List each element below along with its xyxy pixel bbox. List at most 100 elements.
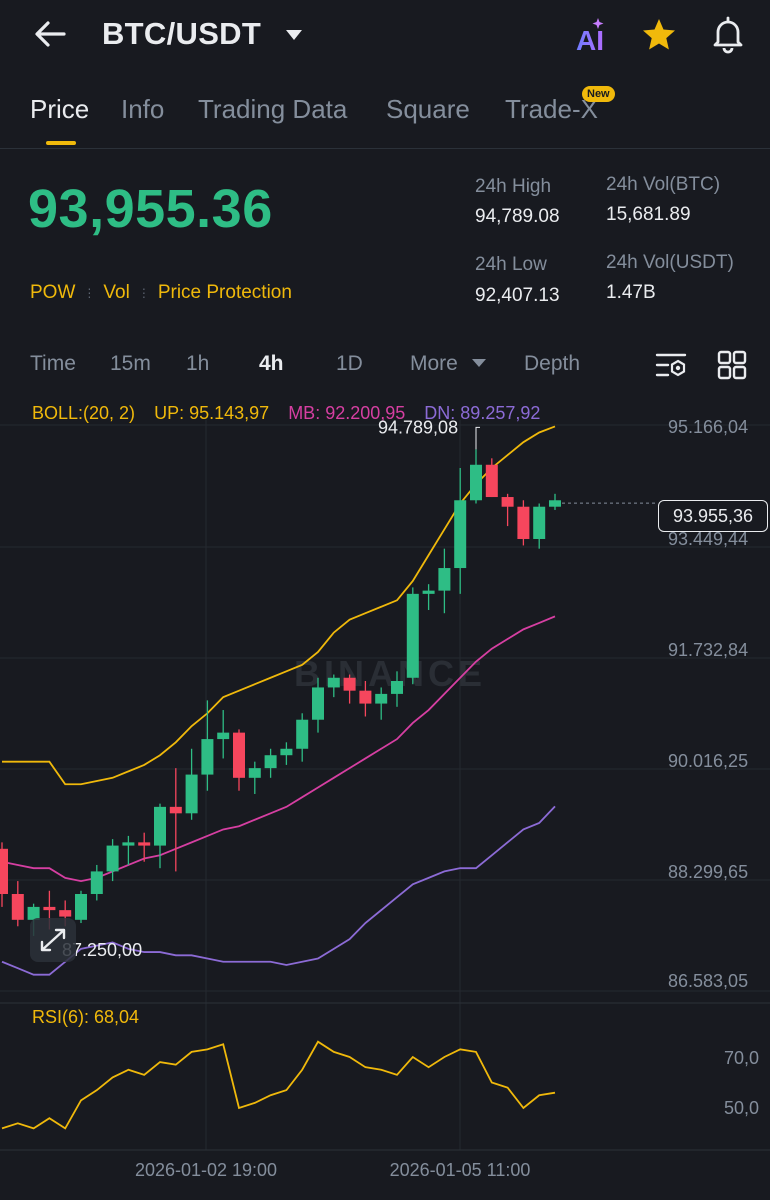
- boll-mb: MB: 92.200,95: [288, 403, 406, 423]
- candlestick-chart[interactable]: BINANCE95.166,0493.449,4491.732,8490.016…: [0, 390, 770, 1200]
- candle-body: [454, 500, 467, 569]
- candle-body: [11, 893, 24, 920]
- interval-1h[interactable]: 1h: [186, 352, 210, 375]
- tag-vol[interactable]: Vol: [103, 282, 130, 303]
- y-axis-label: 93.449,44: [668, 529, 748, 549]
- stat-24h-vol-usdt-label: 24h Vol(USDT): [606, 252, 734, 273]
- candle-body: [27, 906, 40, 920]
- candle-body: [264, 755, 277, 769]
- candle-body: [533, 506, 546, 539]
- stat-24h-low-label: 24h Low: [475, 254, 547, 275]
- y-axis-label: 91.732,84: [668, 640, 748, 660]
- stat-24h-low-value: 92,407.13: [475, 285, 560, 306]
- interval-4h[interactable]: 4h: [259, 352, 284, 375]
- active-tab-indicator: [46, 141, 76, 145]
- svg-text:AI: AI: [576, 25, 604, 56]
- bell-icon[interactable]: [708, 14, 748, 54]
- arrow-left-icon[interactable]: [30, 14, 70, 54]
- high-annotation-line: [475, 426, 480, 450]
- star-icon[interactable]: [640, 16, 678, 54]
- y-axis-label: 95.166,04: [668, 417, 748, 437]
- candle-body: [406, 593, 419, 678]
- boll-up: UP: 95.143,97: [154, 403, 270, 423]
- tab-square[interactable]: Square: [386, 94, 470, 124]
- boll-dn-line: [1, 805, 556, 976]
- low-annotation: 87.250,00: [62, 940, 142, 960]
- boll-legend[interactable]: BOLL:(20, 2) UP: 95.143,97 MB: 92.200,95…: [32, 403, 540, 424]
- candle-body: [391, 680, 403, 694]
- candle-body: [422, 590, 435, 594]
- interval-more[interactable]: More: [410, 352, 458, 375]
- interval-15m[interactable]: 15m: [110, 352, 151, 375]
- candle-body: [312, 687, 324, 720]
- chevron-down-icon[interactable]: [286, 30, 302, 40]
- price-tags: POW ⋮ Vol ⋮ Price Protection: [30, 282, 292, 303]
- indicator-settings-icon[interactable]: [654, 349, 688, 381]
- boll-label: BOLL:(20, 2): [32, 403, 136, 423]
- top-bar: BTC/USDT AI: [0, 0, 770, 72]
- tab-trade-x[interactable]: Trade-X: [505, 94, 598, 124]
- candle-body: [280, 748, 293, 756]
- candle-body: [138, 842, 151, 846]
- high-annotation: 94.789,08: [378, 417, 458, 437]
- stat-24h-high-label: 24h High: [475, 176, 552, 197]
- candle-body: [296, 719, 309, 749]
- candle-body: [343, 677, 356, 691]
- interval-depth[interactable]: Depth: [524, 352, 581, 375]
- tag-price-protection[interactable]: Price Protection: [157, 282, 292, 303]
- tab-price[interactable]: Price: [30, 94, 90, 124]
- rsi-line: [1, 1040, 556, 1130]
- candle-body: [359, 690, 372, 704]
- candle-body: [501, 497, 514, 507]
- caret-down-icon[interactable]: [472, 359, 486, 367]
- candle-body: [201, 739, 214, 775]
- candle-body: [169, 806, 182, 814]
- tab-trading-data[interactable]: Trading Data: [198, 94, 348, 124]
- current-price-tag: 93.955,36: [658, 500, 768, 532]
- stat-24h-vol-usdt-value: 1.47B: [606, 282, 656, 303]
- candle-body: [375, 693, 388, 704]
- y-axis-label: 86.583,05: [668, 971, 748, 991]
- candle-body: [185, 774, 198, 814]
- y-axis-label: 88.299,65: [668, 862, 748, 882]
- candle-body: [470, 464, 482, 501]
- candle-body: [217, 732, 230, 740]
- candle-body: [43, 906, 56, 911]
- x-axis-label: 2026-01-05 11:00: [390, 1160, 531, 1180]
- expand-icon: [40, 928, 66, 952]
- new-badge: New: [582, 86, 615, 102]
- rsi-label: RSI(6): 68,04: [32, 1007, 140, 1027]
- stat-24h-high-value: 94,789.08: [475, 206, 560, 227]
- candle-body: [438, 568, 451, 591]
- candle-body: [233, 732, 245, 778]
- candle-body: [154, 806, 166, 846]
- boll-dn: DN: 89.257,92: [424, 403, 541, 423]
- last-price: 93,955.36: [28, 179, 273, 239]
- candle-body: [106, 845, 119, 872]
- y-axis-label: 90.016,25: [668, 751, 748, 771]
- candle-body: [0, 848, 8, 894]
- tab-info[interactable]: Info: [121, 94, 165, 124]
- tag-pow[interactable]: POW: [30, 282, 76, 303]
- x-axis-label: 2026-01-02 19:00: [135, 1160, 277, 1180]
- stat-24h-vol-btc-label: 24h Vol(BTC): [606, 174, 721, 195]
- candle-body: [122, 842, 135, 846]
- rsi-axis-label: 70,0: [724, 1048, 759, 1068]
- divider: [0, 148, 770, 149]
- candle-body: [59, 910, 72, 917]
- candle-body: [90, 871, 103, 894]
- candle-body: [327, 677, 340, 688]
- expand-chart-button[interactable]: [30, 918, 76, 962]
- grid-layout-icon[interactable]: [716, 349, 748, 381]
- candle-body: [485, 464, 498, 498]
- candle-body: [517, 506, 530, 539]
- rsi-axis-label: 50,0: [724, 1098, 759, 1118]
- interval-1d[interactable]: 1D: [336, 352, 363, 375]
- candle-body: [248, 768, 261, 778]
- candle-body: [75, 893, 87, 920]
- stat-24h-vol-btc-value: 15,681.89: [606, 204, 691, 225]
- candle-body: [549, 500, 561, 507]
- ai-icon[interactable]: AI: [574, 16, 614, 56]
- interval-time[interactable]: Time: [30, 352, 76, 375]
- pair-selector[interactable]: BTC/USDT: [102, 16, 262, 51]
